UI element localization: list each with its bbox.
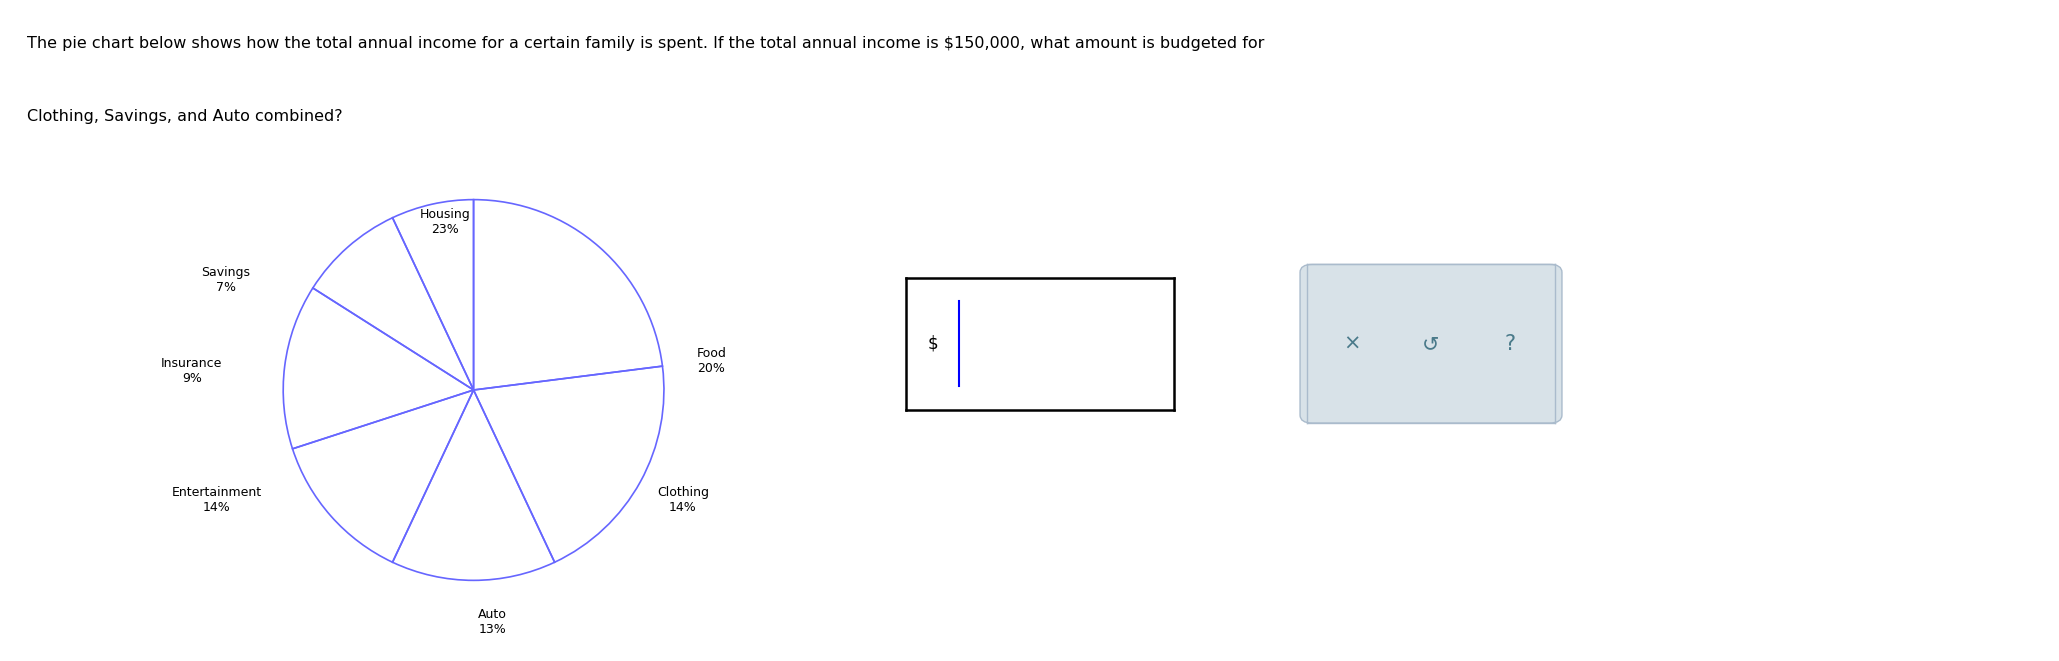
Text: The pie chart below shows how the total annual income for a certain family is sp: The pie chart below shows how the total … xyxy=(27,36,1264,52)
Text: Clothing, Savings, and Auto combined?: Clothing, Savings, and Auto combined? xyxy=(27,109,342,124)
Text: Auto
13%: Auto 13% xyxy=(478,608,507,637)
Text: Entertainment
14%: Entertainment 14% xyxy=(171,486,261,514)
Text: ?: ? xyxy=(1505,334,1515,354)
Text: Clothing
14%: Clothing 14% xyxy=(657,486,708,514)
Text: Insurance
9%: Insurance 9% xyxy=(161,357,222,385)
Text: ↺: ↺ xyxy=(1423,334,1439,354)
Text: Food
20%: Food 20% xyxy=(696,348,727,375)
Text: ×: × xyxy=(1342,334,1361,354)
Text: Housing
23%: Housing 23% xyxy=(420,208,469,237)
FancyBboxPatch shape xyxy=(1299,264,1563,423)
Text: Savings
7%: Savings 7% xyxy=(202,266,251,293)
Text: $: $ xyxy=(927,334,939,353)
